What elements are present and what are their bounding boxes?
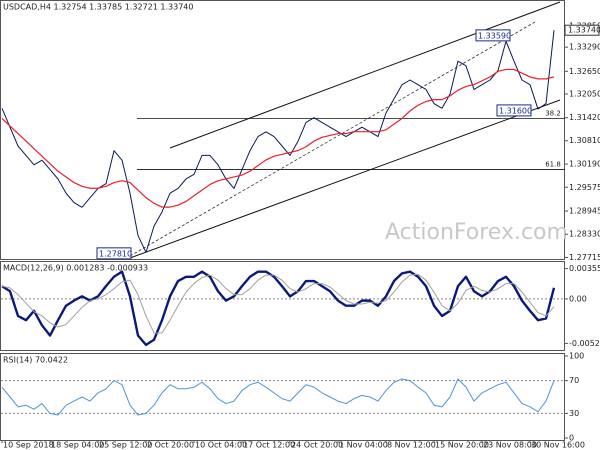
x-tick-label: 17 Oct 12:00: [243, 441, 295, 450]
series-line: [1, 30, 555, 253]
y-tick-label: 1.29575: [569, 183, 600, 192]
y-tick-label: 100: [569, 352, 584, 361]
series-line: [1, 270, 556, 347]
y-tick-label: 0: [569, 434, 574, 443]
y-tick-label: 30: [569, 409, 579, 418]
y-tick-label: -0.005222: [569, 339, 600, 348]
x-tick-label: 15 Nov 20:00: [435, 441, 489, 450]
annotation-box: [96, 247, 132, 260]
x-tick-label: 10 Sep 2018: [3, 441, 54, 450]
x-tick-label: 1 Nov 04:00: [339, 441, 388, 450]
price-panel: [0, 0, 565, 260]
x-tick-label: 25 Sep 12:00: [99, 441, 152, 450]
channel-upper: [169, 1, 561, 149]
series-line: [1, 273, 555, 334]
x-tick-label: 23 Nov 08:00: [483, 441, 537, 450]
y-tick-label: 70: [569, 376, 579, 385]
annotation-label: 1.27810: [99, 249, 132, 258]
y-tick-label: 1.33290: [569, 43, 600, 52]
y-tick-label: 1.27715: [569, 253, 600, 262]
watermark: ActionForex.com: [385, 220, 568, 245]
series-line: [1, 68, 555, 208]
rsi-panel: [0, 353, 565, 441]
x-tick-label: 30 Nov 16:00: [531, 441, 585, 450]
trend-dashed: [129, 21, 536, 257]
annotation-label: 1.33590: [478, 31, 511, 40]
annotation-box: [496, 104, 532, 117]
x-tick-label: 18 Sep 04:00: [51, 441, 104, 450]
y-tick-label: 0.00: [569, 294, 587, 303]
x-tick-label: 10 Oct 04:00: [195, 441, 247, 450]
annotation-label: 1.31600: [499, 106, 532, 115]
x-tick-label: 24 Oct 20:00: [291, 441, 343, 450]
fib-label: 61.8: [545, 161, 561, 169]
y-tick-label: 1.31420: [569, 113, 600, 122]
x-tick-label: 2 Oct 20:00: [147, 441, 194, 450]
y-tick-label: 1.28330: [569, 230, 600, 239]
last-price-box: [564, 24, 600, 36]
y-tick-label: 0.003558: [569, 264, 600, 273]
annotation-box: [475, 29, 511, 42]
x-tick-label: 8 Nov 12:00: [387, 441, 436, 450]
y-tick-label: 1.32050: [569, 89, 600, 98]
y-tick-label: 1.32650: [569, 67, 600, 76]
rsi-title: RSI(14) 70.0422: [3, 356, 68, 365]
macd-title: MACD(12,26,9) 0.001283 -0.000933: [3, 264, 148, 273]
price-title: USDCAD,H4 1.32754 1.33785 1.32721 1.3374…: [3, 3, 193, 12]
last-price-label: 1.33740: [568, 26, 600, 35]
fib-label: 38.2: [545, 109, 561, 117]
y-tick-label: 1.30810: [569, 136, 600, 145]
y-tick-label: 1.30190: [569, 160, 600, 169]
macd-panel: [0, 261, 565, 351]
series-line: [1, 378, 555, 416]
y-tick-label: 1.28945: [569, 207, 600, 216]
channel-lower: [129, 99, 561, 259]
